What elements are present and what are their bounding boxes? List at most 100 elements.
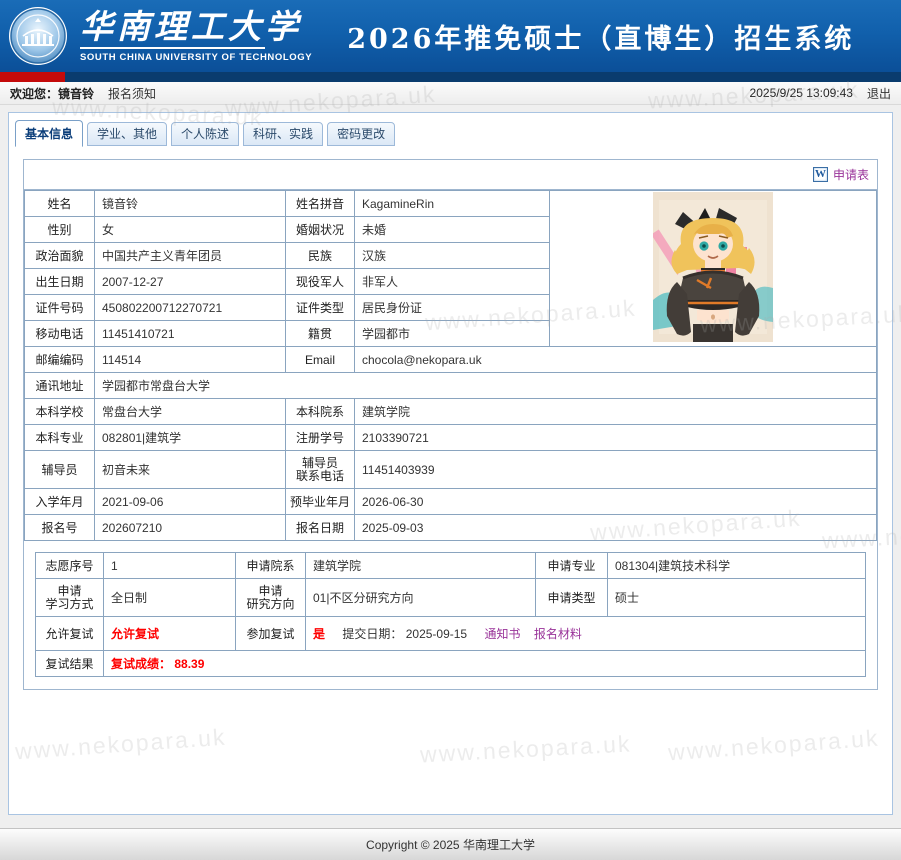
- table-row: 辅导员 初音未来 辅导员 联系电话 11451403939: [24, 450, 877, 489]
- registration-materials-link[interactable]: 报名材料: [533, 627, 582, 641]
- tab-academic-other[interactable]: 学业、其他: [87, 122, 168, 146]
- table-row: 移动电话 11451410721 籍贯 学园都市: [24, 320, 877, 347]
- table-row: 志愿序号 1 申请院系 建筑学院 申请专业 081304|建筑技术科学: [35, 552, 866, 579]
- word-doc-icon: W: [812, 167, 828, 182]
- field-label: 注册学号: [285, 424, 355, 451]
- application-table: 志愿序号 1 申请院系 建筑学院 申请专业 081304|建筑技术科学 申请 学…: [35, 552, 866, 677]
- field-value: 常盘台大学: [94, 398, 286, 425]
- field-value: 450802200712270721: [94, 294, 286, 321]
- field-value: 学园都市: [354, 320, 550, 347]
- field-value: 建筑学院: [354, 398, 877, 425]
- app-header: 华南理工大学 SOUTH CHINA UNIVERSITY OF TECHNOL…: [0, 0, 901, 72]
- tab-basic-info[interactable]: 基本信息: [15, 120, 84, 147]
- field-label: 证件类型: [285, 294, 355, 321]
- field-label: 参加复试: [235, 616, 306, 651]
- field-label: 本科专业: [24, 424, 95, 451]
- field-value: 11451410721: [94, 320, 286, 347]
- university-name-en: SOUTH CHINA UNIVERSITY OF TECHNOLOGY: [80, 51, 313, 63]
- table-row: 通讯地址 学园都市常盘台大学: [24, 372, 877, 399]
- field-label: 复试结果: [35, 650, 104, 677]
- field-label: 报名号: [24, 514, 95, 541]
- field-label-line2: 学习方式: [45, 596, 94, 611]
- notification-letter-link[interactable]: 通知书: [484, 627, 521, 641]
- field-label: 申请类型: [535, 578, 608, 617]
- field-value-address: 学园都市常盘台大学: [94, 372, 877, 399]
- main-panel: 基本信息 学业、其他 个人陈述 科研、实践 密码更改 W 申请表 姓名 镜音铃 …: [8, 112, 893, 815]
- table-row: 邮编编码 114514 Email chocola@nekopara.uk: [24, 346, 877, 373]
- submit-date-value: 2025-09-15: [405, 627, 468, 641]
- field-value: 2021-09-06: [94, 488, 286, 515]
- field-label-line1: 辅导员: [301, 455, 338, 470]
- field-value: 11451403939: [354, 450, 877, 489]
- field-value: 建筑学院: [305, 552, 536, 579]
- welcome-label: 欢迎您：: [10, 86, 59, 101]
- tab-change-password[interactable]: 密码更改: [327, 122, 396, 146]
- table-row: 本科学校 常盘台大学 本科院系 建筑学院: [24, 398, 877, 425]
- field-label: 婚姻状况: [285, 216, 355, 243]
- notice-link[interactable]: 报名须知: [108, 86, 157, 101]
- field-value: KagamineRin: [354, 190, 550, 217]
- field-value: 镜音铃: [94, 190, 286, 217]
- field-label: 辅导员 联系电话: [285, 450, 355, 489]
- table-row: 性别 女 婚姻状况 未婚: [24, 216, 877, 243]
- field-label: 入学年月: [24, 488, 95, 515]
- logout-link[interactable]: 退出: [866, 86, 891, 101]
- field-label: 允许复试: [35, 616, 104, 651]
- application-form-link[interactable]: W 申请表: [812, 166, 869, 183]
- field-value: 202607210: [94, 514, 286, 541]
- system-title: 2026年推免硕士（直博生）招生系统: [347, 23, 855, 55]
- field-label-line2: 研究方向: [246, 596, 295, 611]
- field-label: 申请院系: [235, 552, 306, 579]
- field-value: 全日制: [103, 578, 236, 617]
- field-label: 报名日期: [285, 514, 355, 541]
- basic-info-section: W 申请表 姓名 镜音铃 姓名拼音 KagamineRin: [23, 159, 878, 690]
- field-value: 非军人: [354, 268, 550, 295]
- tab-personal-statement[interactable]: 个人陈述: [171, 122, 240, 146]
- field-value: 初音未来: [94, 450, 286, 489]
- field-label: 籍贯: [285, 320, 355, 347]
- field-value: 081304|建筑技术科学: [607, 552, 866, 579]
- tab-research-practice[interactable]: 科研、实践: [243, 122, 324, 146]
- red-accent-bar: [0, 72, 65, 82]
- retest-allowed-value: 允许复试: [103, 616, 236, 651]
- logo-underline: [80, 46, 265, 49]
- table-row: 允许复试 允许复试 参加复试 是 提交日期： 2025-09-15 通知书 报名…: [35, 616, 866, 651]
- field-label: 姓名拼音: [285, 190, 355, 217]
- field-label: 申请专业: [535, 552, 608, 579]
- table-row: 报名号 202607210 报名日期 2025-09-03: [24, 514, 877, 541]
- basic-info-table: 姓名 镜音铃 姓名拼音 KagamineRin: [24, 190, 877, 541]
- applicant-photo: [651, 192, 773, 342]
- field-value-email: chocola@nekopara.uk: [354, 346, 877, 373]
- submit-date-label: 提交日期：: [342, 627, 403, 641]
- field-value: 未婚: [354, 216, 550, 243]
- field-value: 2026-06-30: [354, 488, 877, 515]
- field-label: 辅导员: [24, 450, 95, 489]
- participation-flag: 是: [313, 627, 326, 641]
- field-label: 邮编编码: [24, 346, 95, 373]
- table-row: 申请 学习方式 全日制 申请 研究方向 01|不区分研究方向 申请类型 硕士: [35, 578, 866, 617]
- table-row: 本科专业 082801|建筑学 注册学号 2103390721: [24, 424, 877, 451]
- field-label: 政治面貌: [24, 242, 95, 269]
- field-label-line2: 联系电话: [295, 468, 344, 483]
- retest-score-label: 复试成绩：: [111, 657, 172, 671]
- field-value: 1: [103, 552, 236, 579]
- field-value: 汉族: [354, 242, 550, 269]
- table-row: 入学年月 2021-09-06 预毕业年月 2026-06-30: [24, 488, 877, 515]
- field-value: 01|不区分研究方向: [305, 578, 536, 617]
- field-value: 硕士: [607, 578, 866, 617]
- field-value: 114514: [94, 346, 286, 373]
- retest-score-value: 88.39: [174, 657, 205, 671]
- field-label-line1: 申请: [57, 583, 82, 598]
- field-label: 申请 学习方式: [35, 578, 104, 617]
- field-label: 预毕业年月: [285, 488, 355, 515]
- copyright-text: Copyright © 2025 华南理工大学: [366, 838, 535, 852]
- field-label: 申请 研究方向: [235, 578, 306, 617]
- field-label: 姓名: [24, 190, 95, 217]
- field-label: Email: [285, 346, 355, 373]
- field-value: 2007-12-27: [94, 268, 286, 295]
- page-footer: Copyright © 2025 华南理工大学: [0, 828, 901, 860]
- university-logo-icon: [8, 6, 68, 66]
- table-row: 复试结果 复试成绩： 88.39: [35, 650, 866, 677]
- table-row: 姓名 镜音铃 姓名拼音 KagamineRin: [24, 190, 877, 347]
